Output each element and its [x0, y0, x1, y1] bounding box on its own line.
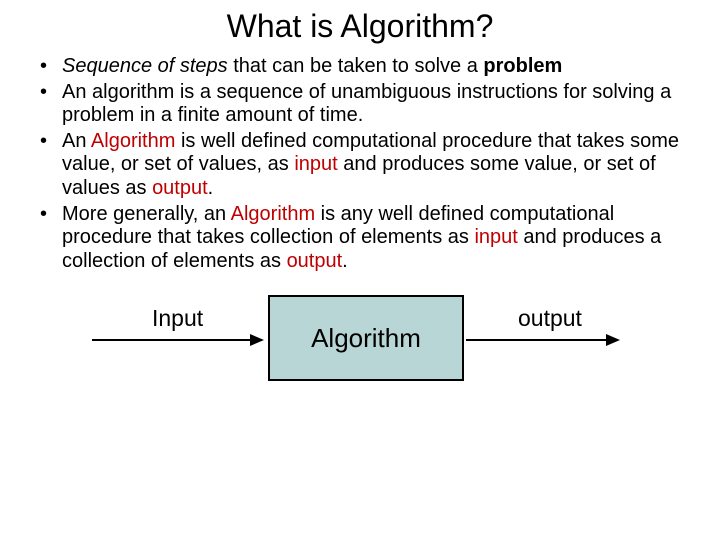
b3-p3: .: [208, 177, 214, 199]
arrow-out-line: [466, 339, 608, 341]
input-label: Input: [152, 305, 203, 332]
bullet-1-bold: problem: [483, 55, 562, 77]
b3-a3: output: [152, 177, 208, 199]
b3-a1: Algorithm: [91, 130, 175, 152]
bullet-1: Sequence of steps that can be taken to s…: [36, 55, 690, 79]
arrow-in-head: [250, 334, 264, 346]
slide-title: What is Algorithm?: [30, 8, 690, 45]
bullet-1-mid: that can be taken to solve a: [228, 55, 484, 77]
algorithm-diagram: Input Algorithm output: [80, 295, 640, 395]
b4-p3: .: [342, 250, 348, 272]
bullet-4: More generally, an Algorithm is any well…: [36, 203, 690, 274]
bullet-1-italic: Sequence of steps: [62, 55, 228, 77]
algorithm-box: Algorithm: [268, 295, 464, 381]
arrow-in-line: [92, 339, 252, 341]
b3-a2: input: [294, 153, 337, 175]
bullet-list: Sequence of steps that can be taken to s…: [36, 55, 690, 273]
b4-p0: More generally, an: [62, 203, 231, 225]
bullet-2-text: An algorithm is a sequence of unambiguou…: [62, 81, 671, 127]
output-label: output: [518, 305, 582, 332]
bullet-3: An Algorithm is well defined computation…: [36, 130, 690, 201]
b4-a1: Algorithm: [231, 203, 315, 225]
b3-p0: An: [62, 130, 91, 152]
b4-a3: output: [287, 250, 343, 272]
b4-a2: input: [474, 226, 517, 248]
bullet-2: An algorithm is a sequence of unambiguou…: [36, 81, 690, 128]
algorithm-box-label: Algorithm: [311, 323, 421, 354]
slide: What is Algorithm? Sequence of steps tha…: [0, 0, 720, 540]
arrow-out-head: [606, 334, 620, 346]
